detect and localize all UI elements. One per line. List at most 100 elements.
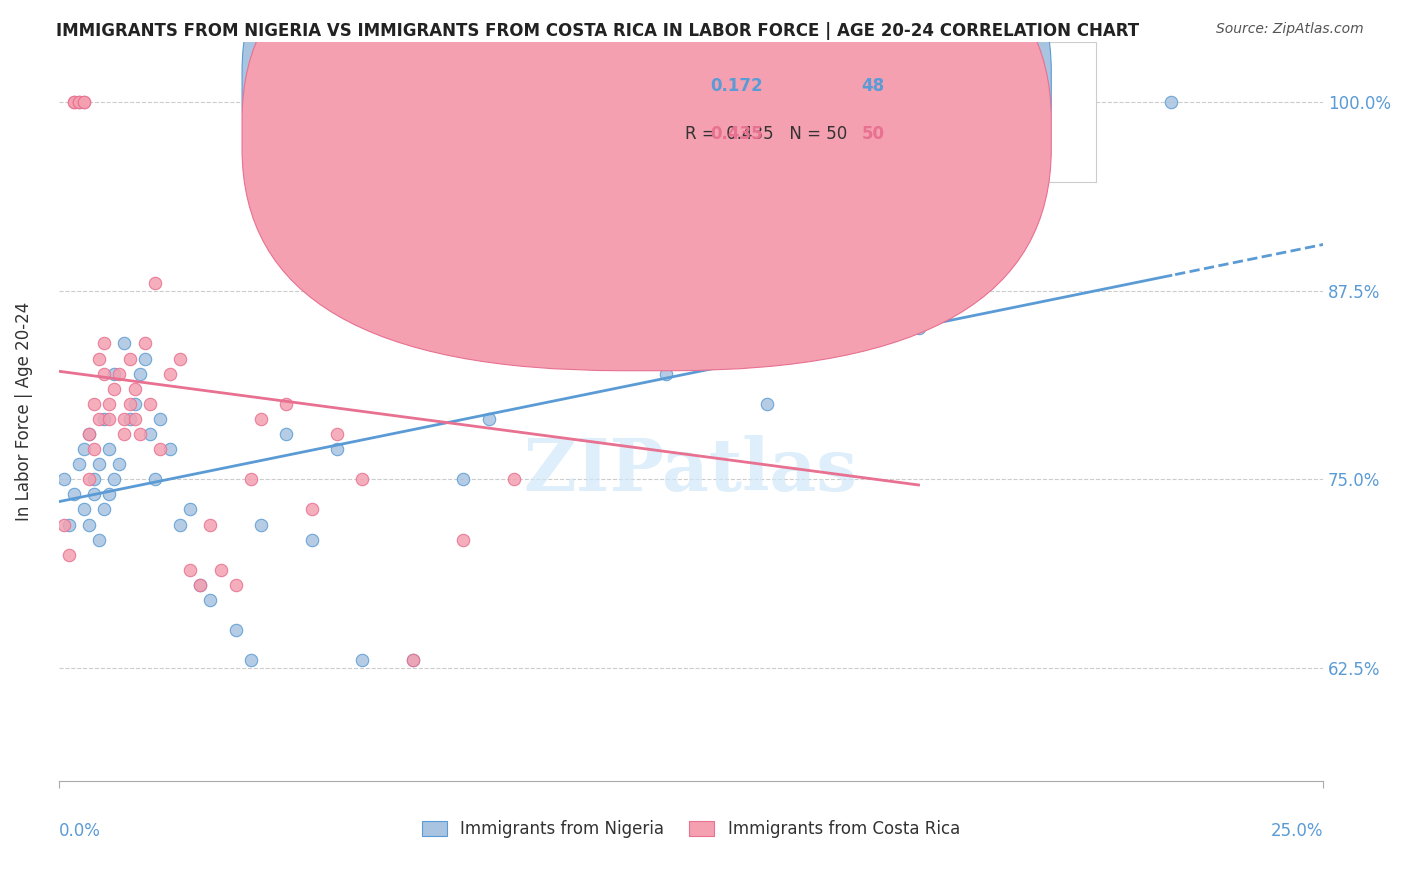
- Point: [67, 457, 90, 471]
- Point: [179, 563, 201, 577]
- Point: [128, 367, 150, 381]
- Point: [326, 442, 349, 456]
- Point: [73, 442, 96, 456]
- Point: [200, 593, 222, 607]
- FancyBboxPatch shape: [589, 42, 1095, 182]
- Point: [179, 502, 201, 516]
- Point: [188, 578, 211, 592]
- Point: [149, 412, 172, 426]
- Point: [89, 351, 111, 366]
- Point: [93, 412, 115, 426]
- Point: [138, 427, 160, 442]
- Point: [73, 95, 96, 109]
- Point: [209, 563, 232, 577]
- Point: [188, 578, 211, 592]
- Point: [118, 351, 141, 366]
- Text: 48: 48: [862, 77, 884, 95]
- Point: [89, 533, 111, 547]
- Point: [67, 95, 90, 109]
- Text: R =  0.172   N = 48: R = 0.172 N = 48: [685, 77, 846, 95]
- Point: [159, 442, 181, 456]
- Point: [52, 517, 75, 532]
- Point: [98, 487, 121, 501]
- Point: [108, 367, 131, 381]
- Point: [503, 321, 526, 335]
- Point: [276, 427, 298, 442]
- Point: [103, 382, 125, 396]
- Point: [225, 578, 247, 592]
- Text: 0.435: 0.435: [710, 125, 762, 143]
- Point: [402, 653, 425, 667]
- Point: [143, 472, 166, 486]
- Point: [58, 548, 80, 562]
- Point: [114, 412, 136, 426]
- Point: [77, 517, 100, 532]
- Text: R =  0.435   N = 50: R = 0.435 N = 50: [685, 125, 846, 143]
- Point: [553, 276, 575, 290]
- Point: [856, 216, 879, 230]
- Text: 0.172: 0.172: [710, 77, 762, 95]
- Point: [134, 336, 156, 351]
- Point: [478, 412, 501, 426]
- Point: [114, 427, 136, 442]
- Point: [301, 502, 323, 516]
- Point: [755, 397, 778, 411]
- Text: 0.0%: 0.0%: [59, 822, 101, 839]
- Point: [138, 397, 160, 411]
- Point: [63, 487, 86, 501]
- Point: [63, 95, 86, 109]
- Point: [200, 517, 222, 532]
- Text: 50: 50: [862, 125, 884, 143]
- Point: [89, 457, 111, 471]
- Point: [93, 367, 115, 381]
- Point: [118, 412, 141, 426]
- Point: [63, 95, 86, 109]
- Point: [143, 276, 166, 290]
- Text: IMMIGRANTS FROM NIGERIA VS IMMIGRANTS FROM COSTA RICA IN LABOR FORCE | AGE 20-24: IMMIGRANTS FROM NIGERIA VS IMMIGRANTS FR…: [56, 22, 1139, 40]
- Point: [260, 95, 283, 109]
- Point: [352, 472, 374, 486]
- Point: [453, 472, 475, 486]
- Point: [907, 321, 929, 335]
- Legend: Immigrants from Nigeria, Immigrants from Costa Rica: Immigrants from Nigeria, Immigrants from…: [413, 812, 969, 847]
- Point: [73, 95, 96, 109]
- FancyBboxPatch shape: [242, 0, 1052, 371]
- Point: [169, 517, 191, 532]
- Point: [326, 427, 349, 442]
- Point: [239, 472, 262, 486]
- Point: [83, 472, 105, 486]
- Point: [77, 472, 100, 486]
- Point: [98, 412, 121, 426]
- Point: [654, 367, 676, 381]
- Point: [352, 653, 374, 667]
- Point: [83, 487, 105, 501]
- Point: [83, 442, 105, 456]
- Point: [108, 457, 131, 471]
- Point: [276, 397, 298, 411]
- Text: 25.0%: 25.0%: [1271, 822, 1323, 839]
- Point: [124, 382, 146, 396]
- Point: [103, 367, 125, 381]
- Point: [402, 653, 425, 667]
- Point: [169, 351, 191, 366]
- Point: [89, 412, 111, 426]
- Point: [1160, 95, 1182, 109]
- FancyBboxPatch shape: [242, 0, 1052, 323]
- Point: [149, 442, 172, 456]
- Point: [52, 472, 75, 486]
- Point: [128, 427, 150, 442]
- Text: ZIPatlas: ZIPatlas: [524, 435, 858, 506]
- Point: [93, 336, 115, 351]
- Point: [225, 623, 247, 637]
- Point: [83, 397, 105, 411]
- Point: [114, 336, 136, 351]
- Point: [250, 412, 273, 426]
- Point: [453, 533, 475, 547]
- Point: [503, 472, 526, 486]
- Point: [118, 397, 141, 411]
- Point: [67, 95, 90, 109]
- Point: [77, 427, 100, 442]
- Point: [98, 442, 121, 456]
- Text: Source: ZipAtlas.com: Source: ZipAtlas.com: [1216, 22, 1364, 37]
- Point: [250, 517, 273, 532]
